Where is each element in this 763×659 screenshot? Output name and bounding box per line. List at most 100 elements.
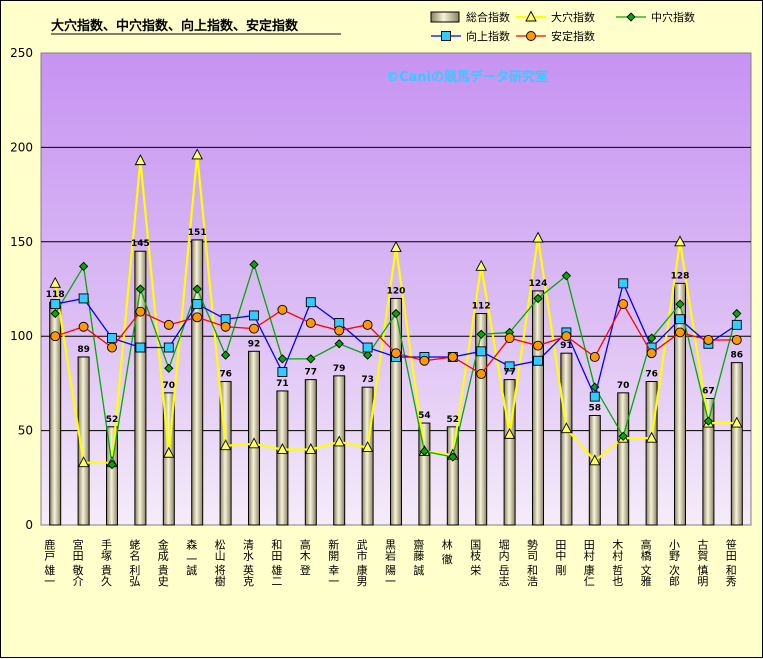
point-kojo <box>618 278 629 289</box>
legend-label: 安定指数 <box>551 29 595 43</box>
point-antei <box>50 331 61 342</box>
bar-sogo <box>645 381 658 526</box>
point-oana <box>645 431 658 443</box>
point-kojo <box>504 361 515 372</box>
point-antei <box>589 352 600 362</box>
bar-sogo <box>162 392 175 526</box>
y-tick-label: 250 <box>10 46 33 60</box>
point-antei <box>78 321 89 332</box>
y-tick-label: 50 <box>18 424 33 438</box>
y-tick-label: 0 <box>25 518 33 532</box>
point-oana <box>77 456 90 468</box>
bar-sogo <box>134 250 147 526</box>
point-kojo <box>249 310 259 321</box>
x-tick-label: 清水 英克 <box>242 539 255 587</box>
point-oana <box>305 443 317 454</box>
point-kojo <box>589 391 600 402</box>
data-label: 52 <box>447 415 460 425</box>
point-oana <box>191 148 203 160</box>
point-antei <box>249 323 259 334</box>
point-oana <box>163 446 175 458</box>
point-nakaana <box>78 261 89 271</box>
point-oana <box>475 259 487 271</box>
point-oana <box>49 276 61 288</box>
data-label: 73 <box>361 375 374 385</box>
point-antei <box>447 352 458 362</box>
data-labels: 118 89 52 145 70 151 76 92 71 77 79 73 120 54 52 112 77 1… <box>46 228 743 425</box>
data-label: 120 <box>387 286 406 296</box>
x-tick-label: 林 徹 <box>440 538 453 565</box>
point-kojo <box>305 297 316 308</box>
x-tick-label: 高木 登 <box>298 538 311 576</box>
point-antei <box>675 327 685 338</box>
x-tick-label: 森 一誠 <box>185 538 198 576</box>
data-label: 89 <box>77 345 90 355</box>
bar-sogo <box>532 290 544 526</box>
legend-marker <box>441 31 451 41</box>
legend-item-antei: 安定指数 <box>516 29 595 43</box>
point-oana <box>361 441 374 453</box>
bar-sogo <box>730 362 743 526</box>
data-label: 145 <box>131 239 150 249</box>
point-oana <box>134 154 147 166</box>
point-kojo <box>476 346 487 357</box>
point-antei <box>476 369 487 379</box>
data-label: 52 <box>106 415 119 425</box>
data-label: 67 <box>702 387 715 397</box>
point-nakaana <box>220 350 231 360</box>
data-label: 118 <box>46 290 65 300</box>
bar-sogo <box>475 313 488 526</box>
point-nakaana <box>249 259 259 270</box>
point-oana <box>333 435 345 447</box>
point-antei <box>703 335 714 345</box>
point-kojo <box>731 319 742 330</box>
point-antei <box>277 304 288 315</box>
point-nakaana <box>277 354 288 364</box>
x-tick-label: 松山 将樹 <box>213 538 226 587</box>
bar-sogo <box>674 282 686 526</box>
point-nakaana <box>107 459 117 470</box>
point-nakaana <box>164 363 174 373</box>
data-label: 112 <box>472 302 491 312</box>
x-tick-label: 高橋 文雅 <box>639 538 652 587</box>
point-nakaana <box>135 284 146 294</box>
bar-sogo <box>333 375 346 526</box>
point-antei <box>618 299 629 310</box>
point-oana <box>503 427 516 439</box>
data-label: 86 <box>731 351 744 361</box>
bar-sogo <box>361 386 374 526</box>
bar-sogo <box>106 426 118 526</box>
point-antei <box>334 325 345 336</box>
point-nakaana <box>448 452 458 462</box>
bar-sogo <box>617 392 630 526</box>
y-tick-label: 100 <box>10 329 33 343</box>
data-label: 151 <box>188 228 207 238</box>
x-tick-label: 蛯名 利弘 <box>128 539 141 587</box>
chart-title: 大穴指数、中穴指数、向上指数、安定指数 <box>51 18 299 34</box>
point-nakaana <box>561 271 572 281</box>
point-oana <box>532 231 544 243</box>
legend-item-oana: 大穴指数 <box>516 10 595 24</box>
x-tick-label: 国枝 栄 <box>469 539 482 576</box>
bar-sogo <box>418 422 431 526</box>
point-nakaana <box>192 284 202 294</box>
data-label: 79 <box>333 364 346 374</box>
legend-label: 総合指数 <box>466 10 510 24</box>
bar-sogo <box>390 297 402 526</box>
x-tick-label: 古賀 慎明 <box>696 539 709 587</box>
point-kojo <box>107 333 117 344</box>
bar-sogo <box>503 379 516 526</box>
data-label: 76 <box>219 370 232 380</box>
bar-sogo <box>77 356 90 526</box>
x-tick-label: 小野 次郎 <box>668 539 681 587</box>
data-label: 77 <box>503 368 516 378</box>
x-tick-label: 田村 康仁 <box>582 539 595 587</box>
legend-item-sogo: 総合指数 <box>430 10 510 24</box>
point-kojo <box>192 299 203 310</box>
point-oana <box>674 235 686 247</box>
bar-sogo <box>588 414 601 526</box>
legend-item-nakaana: 中穴指数 <box>616 10 695 24</box>
point-oana <box>219 439 232 451</box>
point-nakaana <box>703 416 714 426</box>
